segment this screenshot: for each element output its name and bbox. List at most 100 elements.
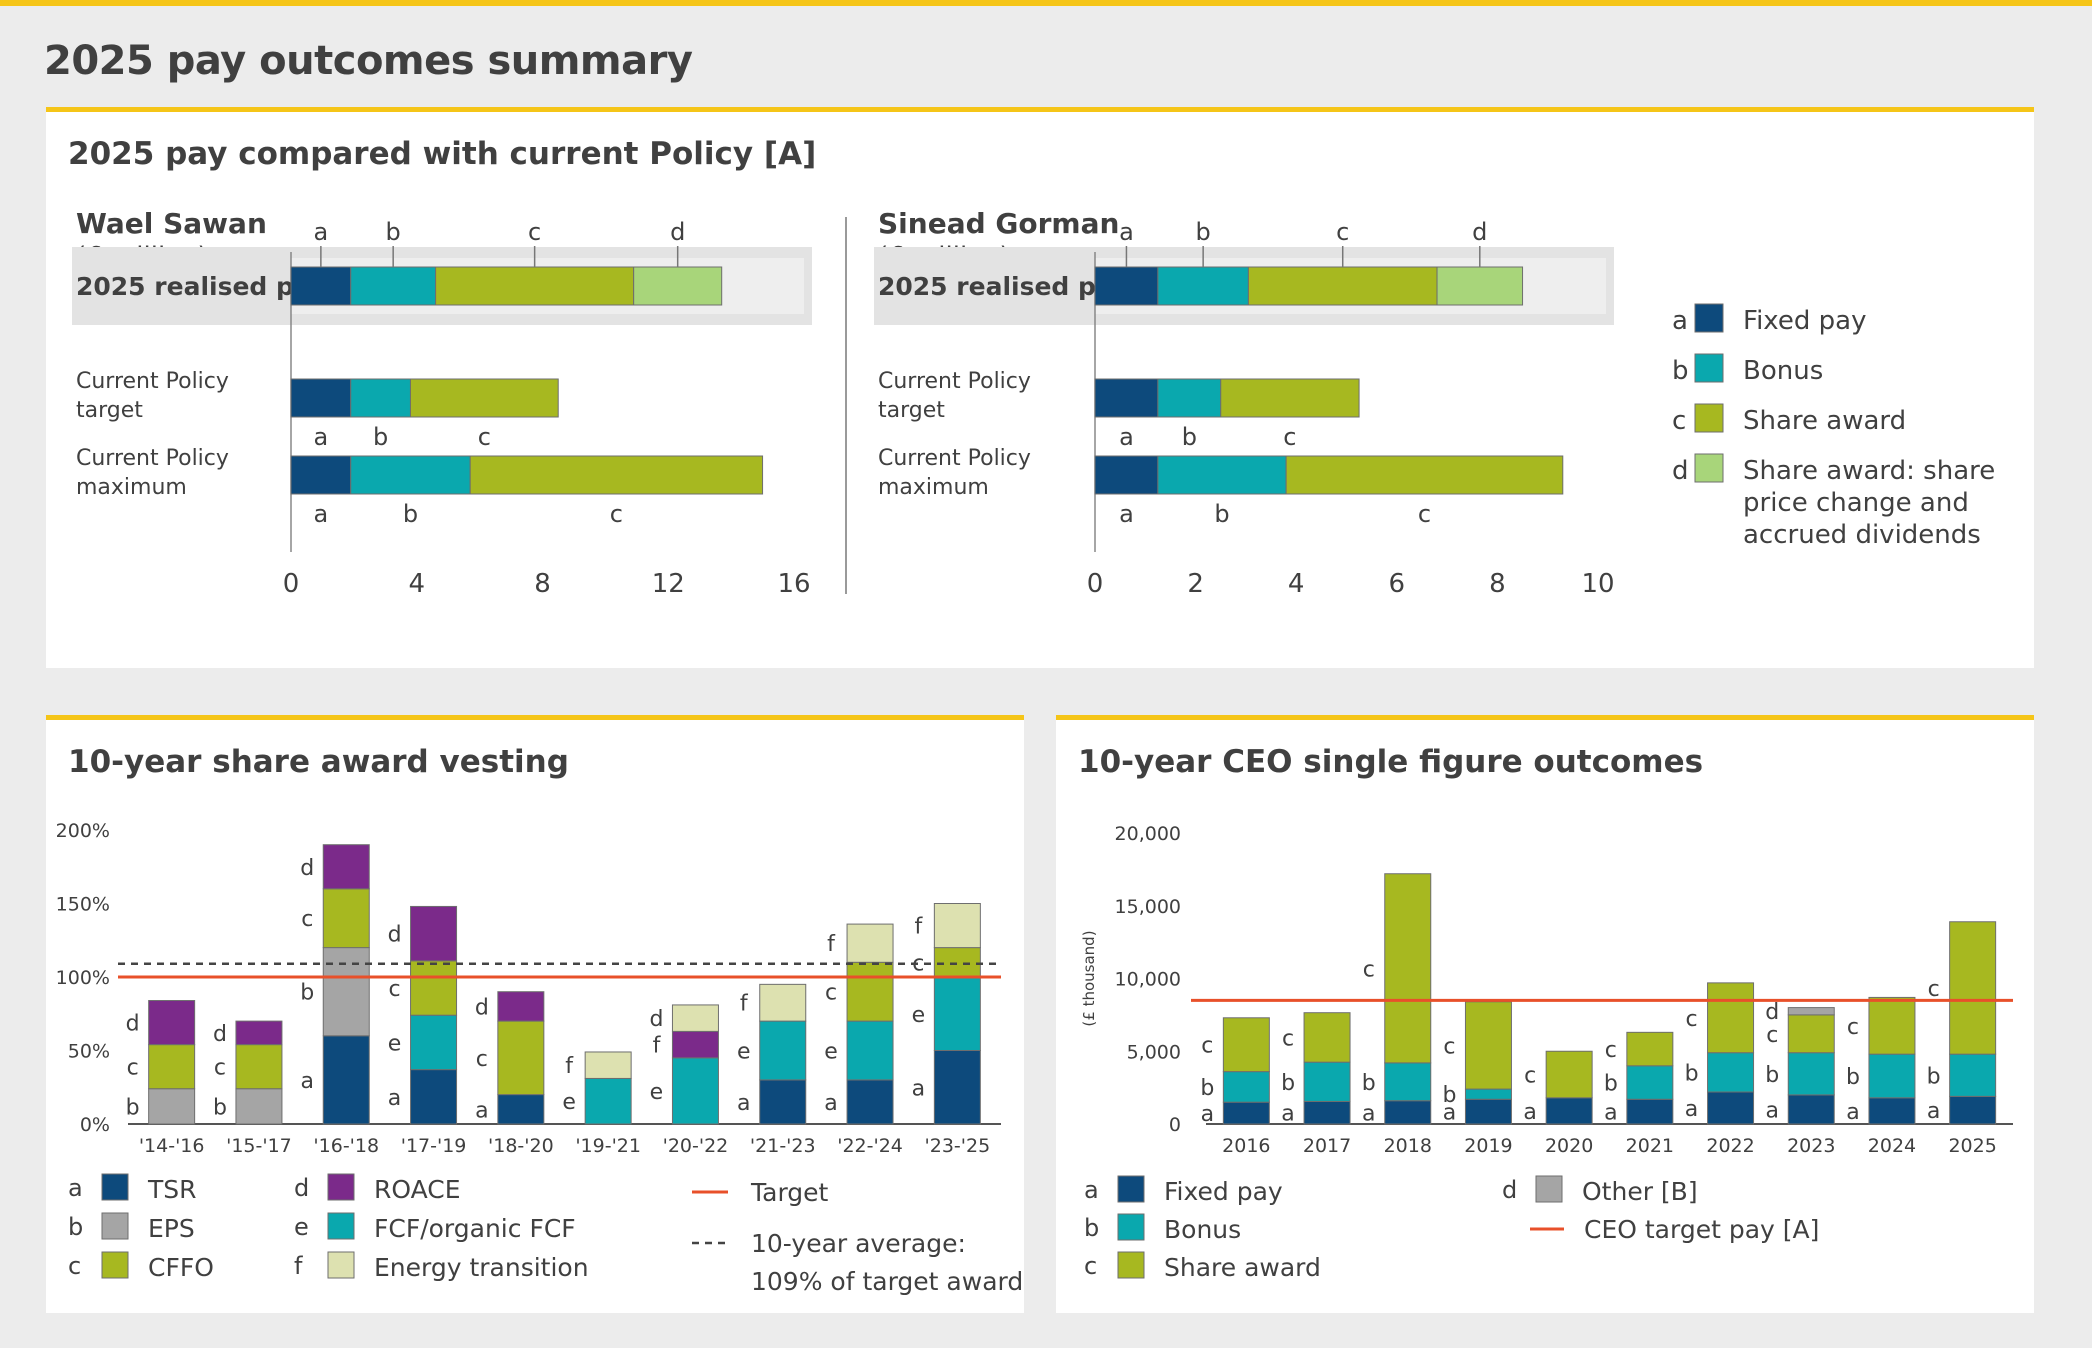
bar-bonus bbox=[350, 378, 411, 418]
bar-letter: f bbox=[653, 1034, 662, 1059]
category-label: Current Policy bbox=[878, 446, 1031, 471]
person-name: Sinead Gorman bbox=[878, 207, 1119, 240]
legend-swatch-tsr bbox=[101, 1173, 129, 1201]
bar-bonus bbox=[1157, 266, 1249, 306]
y-axis-label: (£ thousand) bbox=[1080, 930, 1098, 1026]
legend-letter: e bbox=[294, 1213, 309, 1241]
bar-fcf-organic-fcf bbox=[759, 1020, 807, 1081]
bar-fixed-pay bbox=[290, 455, 352, 495]
bar-tsr bbox=[497, 1094, 545, 1125]
bar-letter: f bbox=[827, 932, 836, 957]
bar-letter: a bbox=[314, 423, 329, 451]
bar-eps bbox=[148, 1088, 196, 1125]
bar-letter: b bbox=[1214, 500, 1229, 528]
legend-label: Bonus bbox=[1743, 356, 1823, 386]
page-title: 2025 pay outcomes summary bbox=[44, 38, 693, 84]
bar-letter: b bbox=[386, 218, 401, 246]
bar-fixed-pay bbox=[1626, 1098, 1674, 1125]
bar-fixed-pay bbox=[1545, 1097, 1593, 1125]
bar-letter: a bbox=[1281, 1102, 1294, 1127]
bar-letter: a bbox=[314, 500, 329, 528]
category-label: 2025 realised pay bbox=[878, 272, 1128, 301]
x-tick-label: 2 bbox=[1187, 569, 1204, 599]
legend-swatch-share-award bbox=[1694, 403, 1724, 433]
bar-share-award bbox=[1285, 455, 1564, 495]
bar-letter: b bbox=[1182, 423, 1197, 451]
x-tick-label: 8 bbox=[534, 569, 551, 599]
x-tick-label: 8 bbox=[1489, 569, 1506, 599]
bar-letter: e bbox=[737, 1040, 751, 1065]
bar-letter: a bbox=[1119, 500, 1134, 528]
bar-letter: a bbox=[1685, 1097, 1698, 1122]
ceo-outcomes-title: 10-year CEO single figure outcomes bbox=[1078, 744, 1704, 780]
legend-letter: d bbox=[1672, 456, 1689, 486]
legend-label: Share award bbox=[1743, 406, 1906, 436]
legend-label: Fixed pay bbox=[1743, 306, 1866, 336]
bar-fixed-pay bbox=[290, 378, 352, 418]
bar-share-award bbox=[1868, 996, 1916, 1055]
bar-share-award bbox=[1545, 1050, 1593, 1099]
bar-letter: d bbox=[213, 1022, 227, 1047]
bar-letter: d bbox=[300, 856, 314, 881]
bar-letter: b bbox=[1685, 1061, 1699, 1086]
bar-fixed-pay bbox=[1094, 378, 1159, 418]
bar-eps bbox=[322, 947, 370, 1037]
bar-letter: c bbox=[1847, 1015, 1859, 1040]
bar-letter: a bbox=[1846, 1100, 1859, 1125]
bar-letter: c bbox=[528, 218, 541, 246]
x-tick-label: 4 bbox=[408, 569, 425, 599]
bar-letter: b bbox=[300, 981, 314, 1006]
bar-energy-transition bbox=[584, 1051, 632, 1079]
bar-letter: b bbox=[126, 1095, 140, 1120]
bar-energy-transition bbox=[759, 983, 807, 1022]
legend-label: ROACE bbox=[374, 1175, 461, 1204]
bar-letter: c bbox=[1524, 1064, 1536, 1089]
legend-label: CFFO bbox=[148, 1253, 214, 1282]
bar-tsr bbox=[759, 1079, 807, 1125]
bar-roace bbox=[497, 991, 545, 1022]
bar-fcf-organic-fcf bbox=[584, 1077, 632, 1125]
bar-letter: a bbox=[314, 218, 329, 246]
legend-label: Share award: share bbox=[1743, 456, 1995, 486]
bar-cffo bbox=[933, 947, 981, 978]
bar-letter: a bbox=[1443, 1101, 1456, 1126]
bar-letter: c bbox=[476, 1047, 488, 1072]
legend-label: Other [B] bbox=[1582, 1177, 1698, 1206]
bar-cffo bbox=[410, 960, 458, 1016]
legend-swatch-eps bbox=[101, 1212, 129, 1240]
x-tick-label: '17-'19 bbox=[401, 1135, 467, 1157]
bar-bonus bbox=[1157, 378, 1222, 418]
y-tick-label: 100% bbox=[56, 967, 110, 989]
x-tick-label: '20-'22 bbox=[663, 1135, 729, 1157]
hbar-chart-sinead-gorman: Sinead Gorman(£ million)2025 realised pa… bbox=[874, 207, 1615, 599]
bar-letter: a bbox=[301, 1069, 314, 1094]
bar-share-award-share-price-change-and-accrued-dividends bbox=[633, 266, 723, 306]
bar-fixed-pay bbox=[1222, 1101, 1270, 1125]
bar-letter: b bbox=[1765, 1063, 1779, 1088]
legend-swatch-bonus bbox=[1117, 1213, 1145, 1241]
bar-fcf-organic-fcf bbox=[410, 1014, 458, 1071]
bar-letter: a bbox=[912, 1076, 925, 1101]
bar-tsr bbox=[846, 1079, 894, 1125]
x-tick-label: '21-'23 bbox=[750, 1135, 816, 1157]
bar-share-award bbox=[1220, 378, 1360, 418]
legend-letter: c bbox=[1084, 1252, 1097, 1280]
legend-swatch-share-award-share bbox=[1694, 453, 1724, 483]
bar-roace bbox=[235, 1020, 283, 1046]
legend-letter: d bbox=[294, 1174, 309, 1202]
bar-letter: a bbox=[1362, 1101, 1375, 1126]
bar-eps bbox=[235, 1088, 283, 1125]
bar-letter: d bbox=[388, 923, 402, 948]
bar-other-b bbox=[1787, 1007, 1835, 1016]
y-tick-label: 15,000 bbox=[1115, 896, 1181, 918]
bar-fixed-pay bbox=[290, 266, 352, 306]
bar-fixed-pay bbox=[1868, 1097, 1916, 1125]
bar-letter: d bbox=[475, 995, 489, 1020]
bar-bonus bbox=[350, 455, 471, 495]
legend-label: FCF/organic FCF bbox=[374, 1214, 576, 1243]
bar-fixed-pay bbox=[1094, 266, 1159, 306]
bar-share-award bbox=[1247, 266, 1438, 306]
bar-roace bbox=[148, 1000, 196, 1046]
bar-share-award bbox=[1303, 1012, 1351, 1063]
